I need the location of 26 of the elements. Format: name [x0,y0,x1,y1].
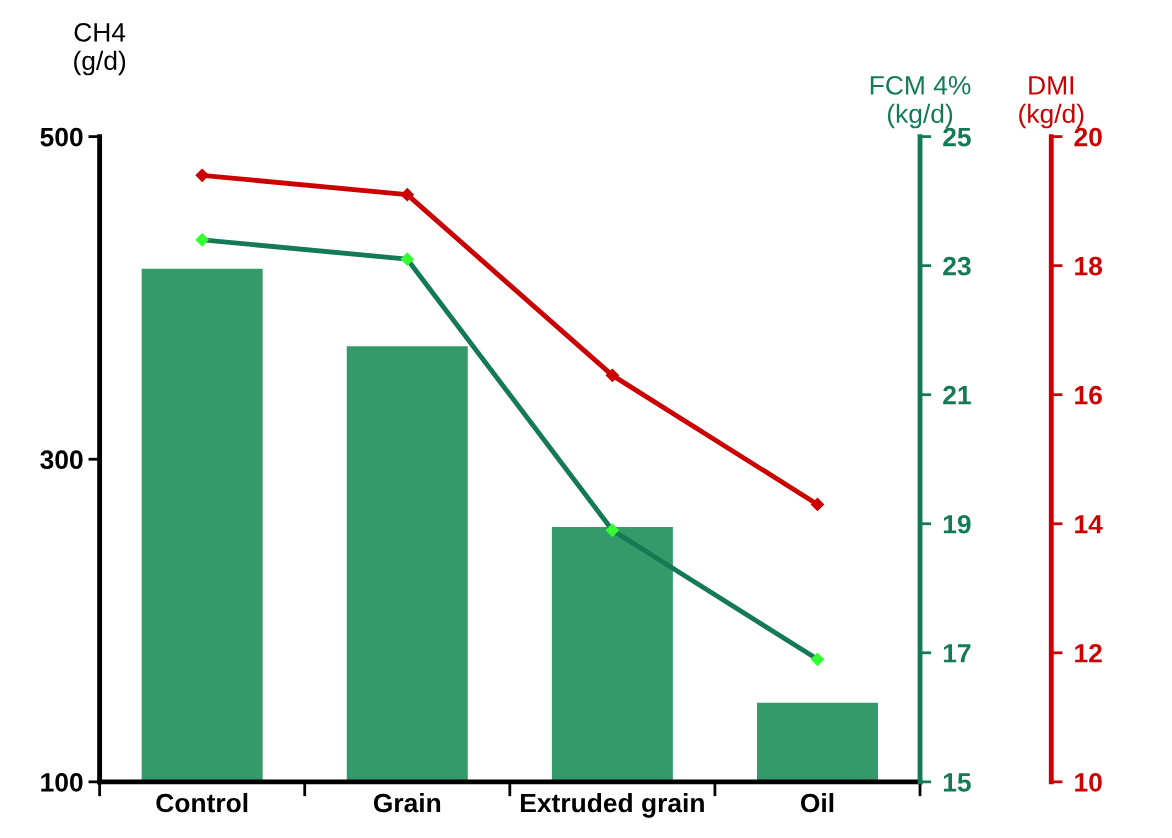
y3-tick-label: 10 [1075,772,1102,792]
y3-tick-label: 12 [1075,643,1102,663]
x-tick-label: Extruded grain [521,792,704,818]
y3-tick-label: 20 [1074,127,1102,147]
y2-tick-label: 15 [943,773,971,792]
x-tick-label: Grain [373,792,441,813]
y-tick-label: 300 [40,450,83,470]
point [400,188,414,202]
y2-axis-title: FCM 4% (kg/d) [870,75,971,129]
y3-axis-title: DMI (kg/d) [1019,76,1084,129]
y2-tick-label: 21 [943,385,971,405]
point [605,368,619,382]
y3-tick-label: 14 [1075,515,1103,534]
y3-tick-label: 16 [1075,385,1102,405]
point [195,168,209,182]
x-tick-label: Control [156,792,248,813]
y2-tick-label: 17 [943,644,971,663]
y-tick-label: 100 [41,772,83,792]
x-tick-label: Oil [800,792,834,813]
y2-tick-label: 23 [943,256,971,276]
y-tick-label: 500 [40,127,83,147]
point [810,497,825,511]
y2-tick-label: 19 [943,514,971,534]
y2-tick-label: 25 [943,127,971,147]
y-axis-title: CH4 (g/d) [74,22,126,76]
y3-tick-label: 18 [1075,256,1103,276]
